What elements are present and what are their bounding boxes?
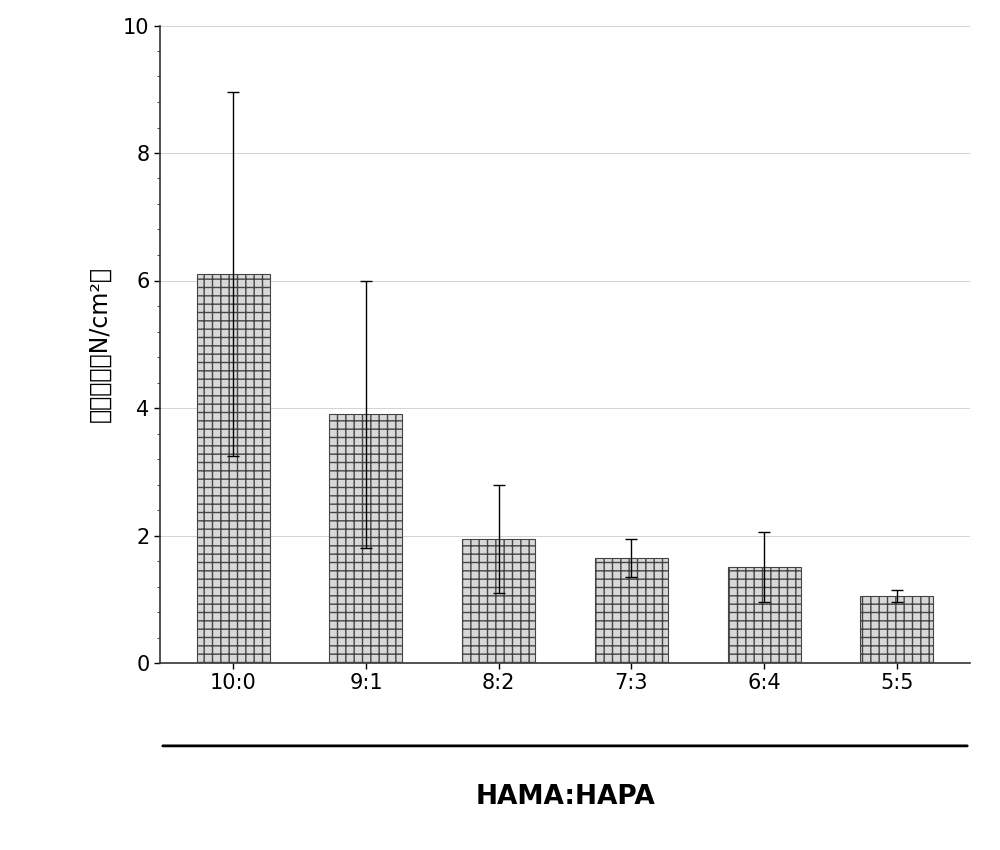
Bar xyxy=(860,596,933,663)
Bar xyxy=(462,539,535,663)
Y-axis label: 拉伸强度（N/cm²）: 拉伸强度（N/cm²） xyxy=(88,266,112,422)
Bar xyxy=(197,274,270,663)
Bar xyxy=(728,568,801,663)
Bar xyxy=(595,558,668,663)
Text: HAMA:HAPA: HAMA:HAPA xyxy=(475,785,655,810)
Bar xyxy=(329,415,402,663)
